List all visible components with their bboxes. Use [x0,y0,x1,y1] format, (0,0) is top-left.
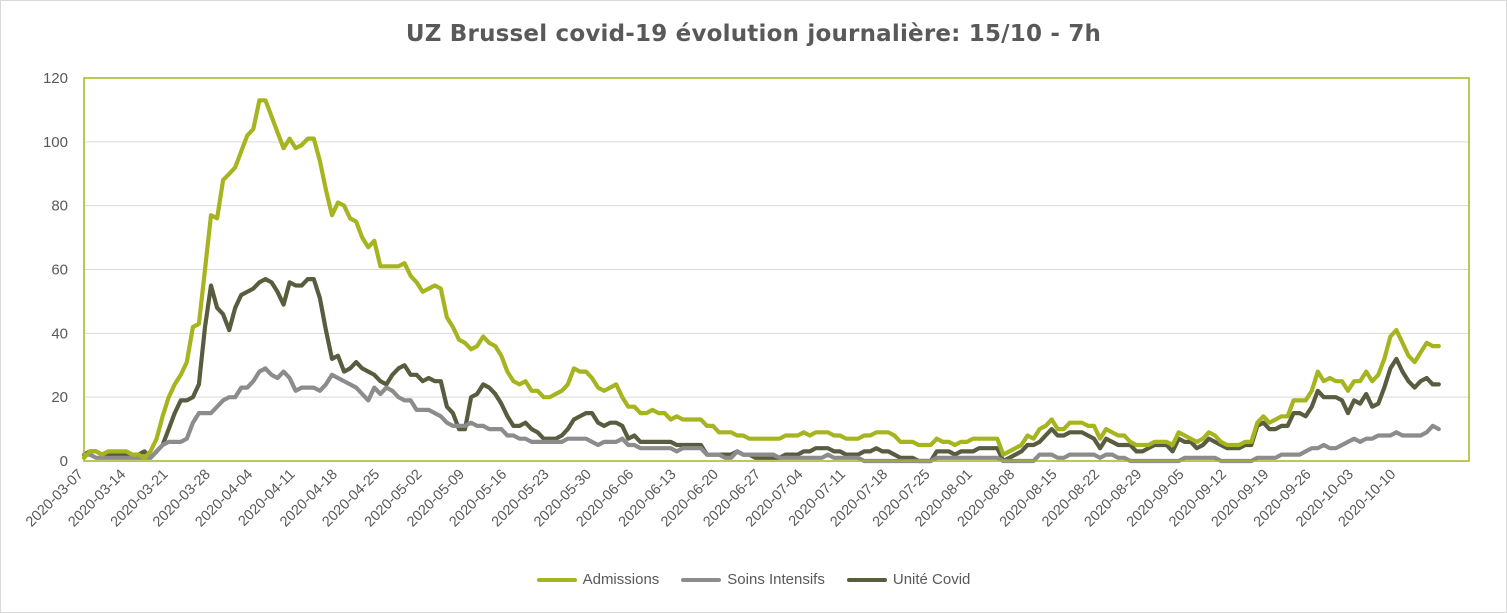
y-tick-label: 40 [51,325,68,342]
series-line-admissions [81,98,1441,460]
legend-item-admissions: Admissions [536,571,660,588]
chart-legend: Admissions Soins Intensifs Unité Covid [1,571,1506,588]
chart-title: UZ Brussel covid-19 évolution journalièr… [405,21,1102,47]
legend-swatch-soins-intensifs [681,577,722,582]
y-tick-label: 60 [51,262,68,279]
y-tick-label: 0 [60,453,68,470]
legend-swatch-unite-covid [846,577,887,582]
legend-label-admissions: Admissions [582,571,660,588]
series-line-unite-covid [81,277,1441,464]
y-tick-label: 100 [43,134,68,151]
series-line-soins-intensifs [81,366,1441,464]
legend-label-unite-covid: Unité Covid [892,571,971,588]
y-tick-label: 120 [43,70,68,87]
plot-area-border [83,77,1470,462]
y-tick-label: 20 [51,389,68,406]
y-tick-label: 80 [51,198,68,215]
legend-item-unite-covid: Unité Covid [846,571,971,588]
legend-label-soins-intensifs: Soins Intensifs [727,571,825,588]
legend-swatch-admissions [536,577,577,582]
legend-item-soins-intensifs: Soins Intensifs [681,571,825,588]
